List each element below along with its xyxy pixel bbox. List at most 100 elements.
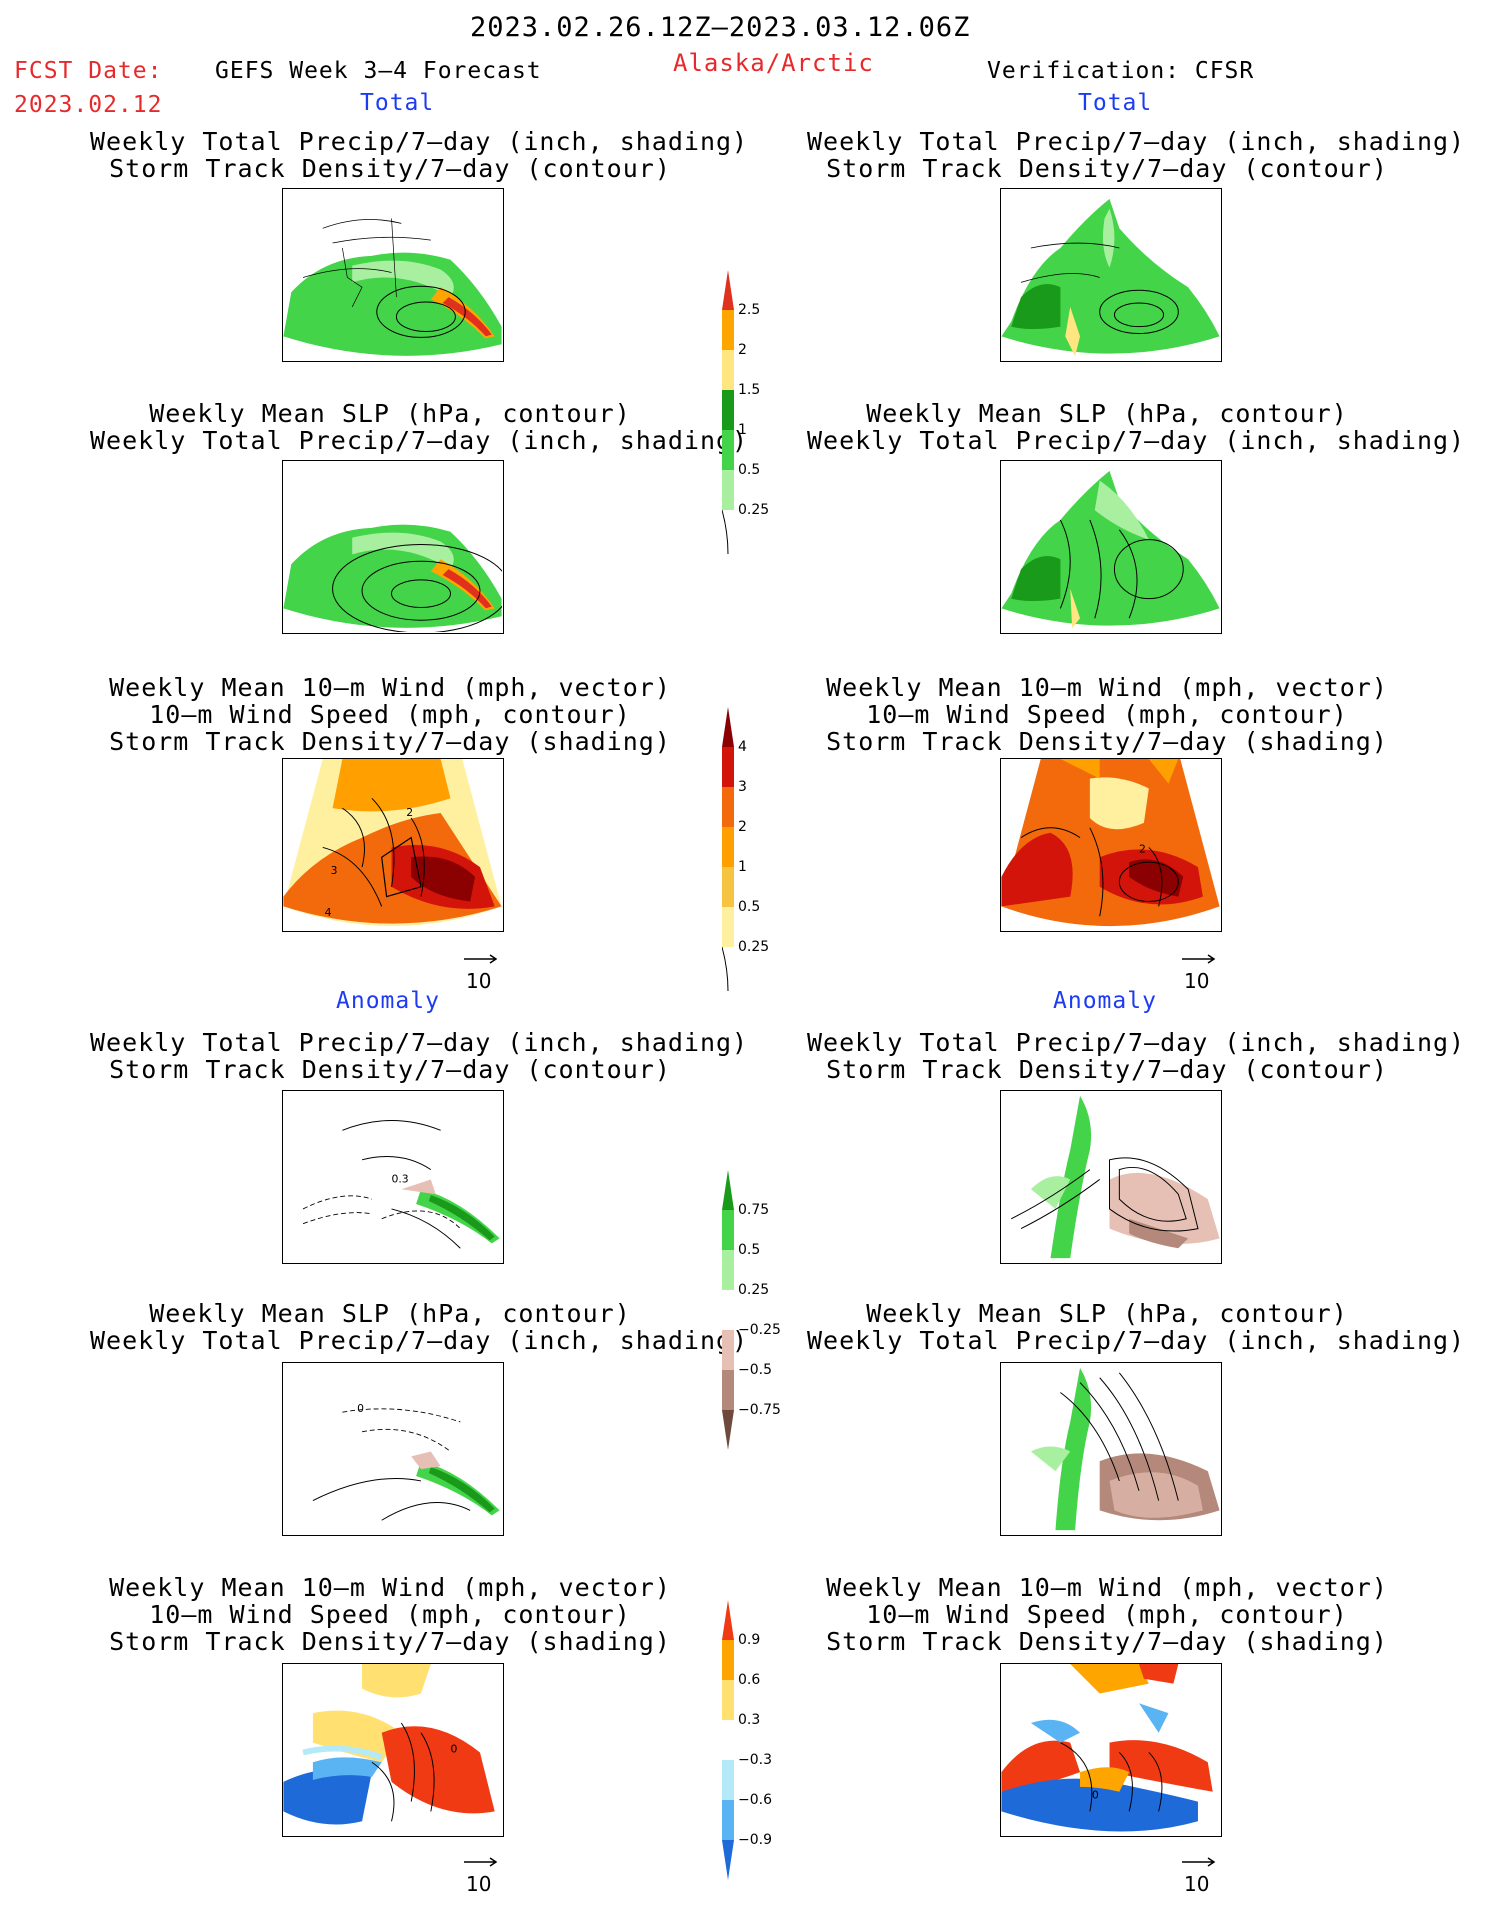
- map-gefs-anom-slp: 0: [282, 1362, 504, 1536]
- title-cfsr-anom-wind: Weekly Mean 10–m Wind (mph, vector) 10–m…: [807, 1574, 1407, 1655]
- colorbar-storm-anom: 0.9 0.6 0.3 −0.3 −0.6 −0.9: [722, 1600, 802, 1890]
- title-cfsr-anom-precip: Weekly Total Precip/7–day (inch, shading…: [807, 1028, 1466, 1084]
- colorbar-swatch: [722, 867, 734, 907]
- map-cfsr-anom-wind: 0: [1000, 1663, 1222, 1837]
- colorbar-label: 2: [738, 342, 747, 358]
- colorbar-label: 0.5: [738, 462, 761, 478]
- vector-scale-label: 10: [466, 969, 492, 993]
- date-range-title: 2023.02.26.12Z–2023.03.12.06Z: [470, 12, 971, 43]
- colorbar-swatches: [722, 1600, 734, 1880]
- colorbar-label: 0.9: [738, 1632, 761, 1648]
- colorbar-label: 2: [738, 819, 747, 835]
- title-line: Storm Track Density/7–day (contour): [109, 154, 671, 183]
- colorbar-swatch: [722, 1760, 734, 1800]
- title-line: Storm Track Density/7–day (contour): [826, 154, 1388, 183]
- fcst-date-value: 2023.02.12: [14, 92, 163, 118]
- title-line: Weekly Mean 10–m Wind (mph, vector): [826, 673, 1388, 702]
- title-gefs-anom-wind: Weekly Mean 10–m Wind (mph, vector) 10–m…: [90, 1574, 690, 1655]
- title-gefs-total-precip: Weekly Total Precip/7–day (inch, shading…: [90, 127, 749, 183]
- arrow-right-icon: [464, 1857, 498, 1867]
- colorbar-swatch: [722, 310, 734, 350]
- map-cfsr-total-wind: 2: [1000, 758, 1222, 932]
- title-line: Storm Track Density/7–day (shading): [109, 727, 671, 756]
- colorbar-swatch: [722, 1410, 734, 1450]
- colorbar-swatch: [722, 707, 734, 747]
- colorbar-label: 1.5: [738, 382, 761, 398]
- title-line: 10–m Wind Speed (mph, contour): [866, 1600, 1348, 1629]
- title-line: Weekly Total Precip/7–day (inch, shading…: [807, 1028, 1466, 1057]
- title-line: Weekly Total Precip/7–day (inch, shading…: [90, 426, 749, 455]
- colorbar-swatch: [722, 747, 734, 787]
- colorbar-precip-anom: 0.75 0.5 0.25 −0.25 −0.5 −0.75: [722, 1170, 802, 1460]
- colorbar-swatch: [722, 1170, 734, 1210]
- colorbar-swatch: [722, 1640, 734, 1680]
- map-cfsr-total-slp: [1000, 460, 1222, 634]
- colorbar-swatch: [722, 827, 734, 867]
- vector-scale-label: 10: [1184, 1872, 1210, 1896]
- map-gefs-anom-wind: 0: [282, 1663, 504, 1837]
- contour-label: 4: [325, 906, 332, 919]
- title-line: Storm Track Density/7–day (shading): [826, 1627, 1388, 1656]
- colorbar-label: 0.5: [738, 899, 761, 915]
- title-gefs-anom-slp: Weekly Mean SLP (hPa, contour) Weekly To…: [90, 1299, 747, 1354]
- title-line: Weekly Mean 10–m Wind (mph, vector): [109, 673, 671, 702]
- title-line: Weekly Total Precip/7–day (inch, shading…: [90, 127, 749, 156]
- colorbar-label: 1: [738, 422, 747, 438]
- title-line: Storm Track Density/7–day (shading): [109, 1627, 671, 1656]
- title-cfsr-total-slp: Weekly Mean SLP (hPa, contour) Weekly To…: [807, 399, 1466, 455]
- title-gefs-total-slp: Weekly Mean SLP (hPa, contour) Weekly To…: [90, 400, 749, 455]
- title-line: Storm Track Density/7–day (shading): [826, 727, 1388, 756]
- colorbar-label: −0.9: [738, 1832, 772, 1848]
- region-title: Alaska/Arctic: [673, 49, 874, 77]
- colorbar-swatch: [722, 1290, 734, 1330]
- title-line: Weekly Mean SLP (hPa, contour): [866, 399, 1348, 428]
- colorbar-swatch: [722, 390, 734, 430]
- title-line: Weekly Total Precip/7–day (inch, shading…: [807, 426, 1466, 455]
- title-cfsr-total-precip: Weekly Total Precip/7–day (inch, shading…: [807, 128, 1464, 183]
- contour-label: 0: [1092, 1789, 1099, 1802]
- contour-label: 2: [1139, 842, 1146, 855]
- contour-label: 2: [406, 806, 413, 819]
- arrow-right-icon: [1182, 954, 1216, 964]
- title-line: 10–m Wind Speed (mph, contour): [149, 700, 631, 729]
- colorbar-label: 0.25: [738, 939, 770, 955]
- colorbar-label: 0.25: [738, 1282, 770, 1298]
- map-gefs-anom-precip: 0.3: [282, 1090, 504, 1264]
- vector-scale-label: 10: [466, 1872, 492, 1896]
- contour-label: 0: [357, 1402, 364, 1415]
- contour-label: 0: [450, 1742, 457, 1755]
- title-line: Weekly Mean 10–m Wind (mph, vector): [826, 1573, 1388, 1602]
- colorbar-label: 3: [738, 779, 747, 795]
- map-cfsr-anom-slp: [1000, 1362, 1222, 1536]
- colorbar-swatches: [721, 270, 734, 555]
- fcst-date-label: FCST Date:: [14, 58, 163, 84]
- vector-scale-gefs-total: 10: [462, 950, 502, 993]
- title-line: 10–m Wind Speed (mph, contour): [866, 700, 1348, 729]
- title-line: Weekly Total Precip/7–day (inch, shading…: [807, 1326, 1466, 1355]
- colorbar-swatch: [722, 1250, 734, 1290]
- colorbar-swatch: [722, 787, 734, 827]
- vector-scale-cfsr-total: 10: [1180, 950, 1220, 993]
- title-line: Weekly Mean 10–m Wind (mph, vector): [109, 1573, 671, 1602]
- model-title: GEFS Week 3–4 Forecast: [215, 58, 542, 84]
- vector-scale-cfsr-anom: 10: [1180, 1853, 1220, 1896]
- arrow-right-icon: [464, 954, 498, 964]
- title-line: Weekly Mean SLP (hPa, contour): [149, 1299, 631, 1328]
- colorbar-precip-total: 2.5 2 1.5 1 0.5 0.25: [721, 270, 792, 560]
- colorbar-swatch: [722, 270, 734, 310]
- vector-scale-gefs-anom: 10: [462, 1853, 502, 1896]
- verification-title: Verification: CFSR: [987, 58, 1255, 84]
- colorbar-swatch: [722, 1600, 734, 1640]
- colorbar-swatch: [722, 1680, 734, 1720]
- colorbar-swatch: [722, 907, 734, 947]
- colorbar-swatch: [722, 1840, 734, 1880]
- section-total-right: Total: [1078, 90, 1153, 116]
- section-anomaly-right: Anomaly: [1053, 988, 1157, 1014]
- colorbar-swatch: [722, 350, 734, 390]
- colorbar-label: −0.75: [738, 1402, 781, 1418]
- colorbar-swatch: [722, 1800, 734, 1840]
- title-line: Storm Track Density/7–day (contour): [826, 1055, 1388, 1084]
- title-line: Storm Track Density/7–day (contour): [109, 1055, 671, 1084]
- colorbar-label: −0.6: [738, 1792, 772, 1808]
- map-cfsr-anom-precip: [1000, 1090, 1222, 1264]
